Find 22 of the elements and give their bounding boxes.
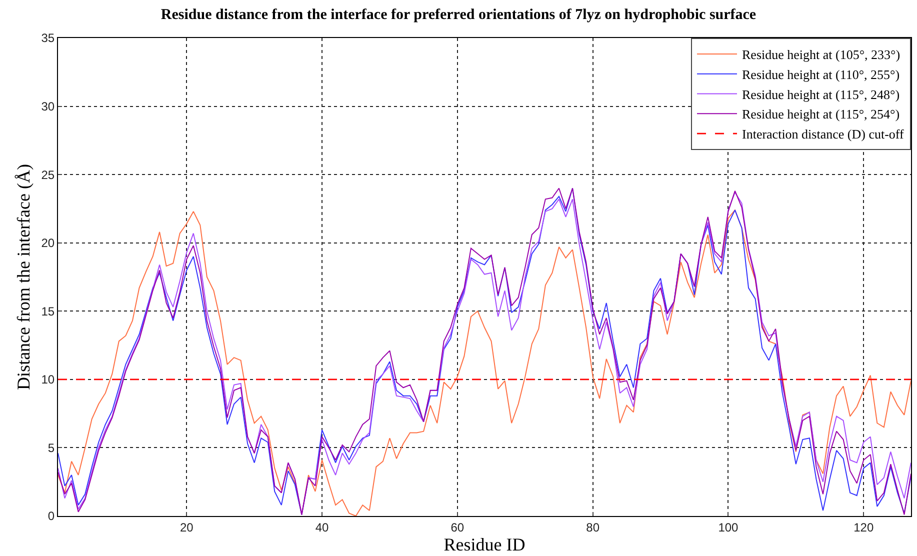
legend-label: Residue height at (110°, 255°) xyxy=(742,66,900,82)
y-tick-label: 5 xyxy=(48,440,55,455)
legend-label: Residue height at (105°, 233°) xyxy=(742,47,900,62)
y-tick-label: 10 xyxy=(41,372,55,387)
x-tick-label: 100 xyxy=(718,520,739,534)
chart-title: Residue distance from the interface for preferred orientations of 7lyz on hydrophobic surface xyxy=(160,6,756,23)
y-tick-label: 20 xyxy=(41,236,55,250)
y-tick-label: 30 xyxy=(41,99,55,114)
x-tick-label: 20 xyxy=(180,520,194,534)
y-tick-label: 0 xyxy=(48,509,55,524)
y-tick-label: 35 xyxy=(41,31,55,46)
x-tick-label: 40 xyxy=(315,520,330,534)
x-axis-title: Residue ID xyxy=(444,534,526,554)
y-tick-label: 15 xyxy=(41,304,55,318)
x-tick-label: 120 xyxy=(854,520,874,534)
y-axis-title: Distance from the interface (Å) xyxy=(13,164,34,390)
x-tick-label: 60 xyxy=(450,520,464,534)
legend-label: Residue height at (115°, 254°) xyxy=(742,106,900,122)
legend-label: Interaction distance (D) cut-off xyxy=(742,126,904,142)
legend-label: Residue height at (115°, 248°) xyxy=(742,86,900,102)
x-tick-label: 80 xyxy=(586,520,600,534)
y-tick-label: 25 xyxy=(41,168,55,182)
